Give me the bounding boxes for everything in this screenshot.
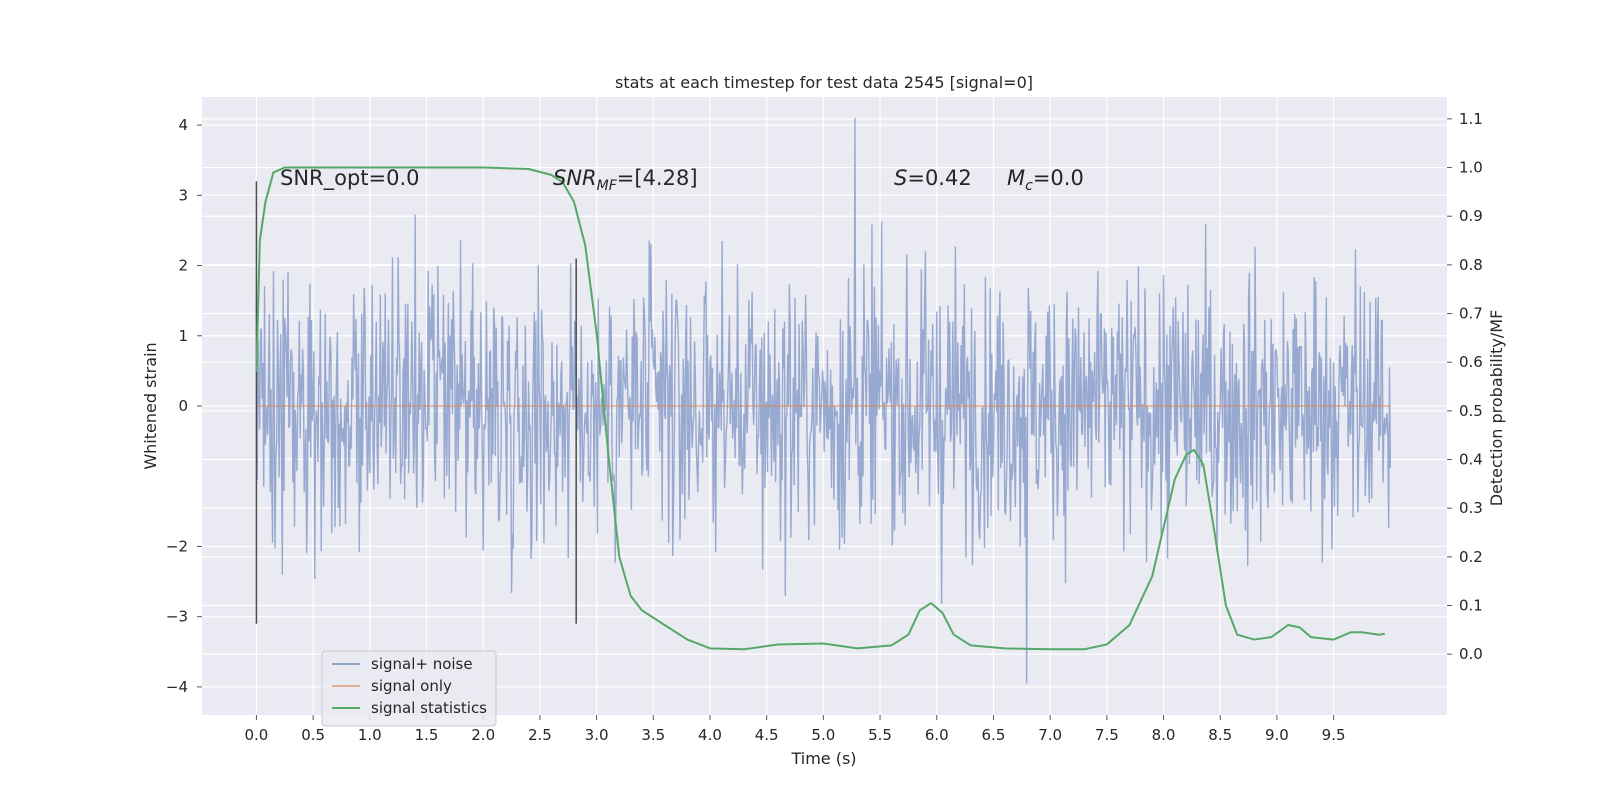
legend-box: [321, 650, 497, 727]
snr-mf-value: =[4.28]: [617, 166, 698, 190]
x-tick-label: 7.0: [1038, 726, 1062, 744]
x-tick-label: 6.5: [982, 726, 1006, 744]
chart-title: stats at each timestep for test data 254…: [615, 73, 1033, 92]
x-tick-label: 7.5: [1095, 726, 1119, 744]
mc-subscript: c: [1025, 178, 1033, 194]
y-tick-label: −3: [166, 608, 188, 626]
x-tick-label: 3.0: [585, 726, 609, 744]
y-right-tick-label: 1.0: [1459, 159, 1483, 177]
legend: signal+ noise signal only signal statist…: [321, 650, 497, 727]
x-tick-label: 5.0: [811, 726, 835, 744]
annotations: SNR_opt=0.0 SNRMF=[4.28] S=0.42 Mc=0.0: [280, 166, 1084, 194]
legend-label-signal-statistics: signal statistics: [371, 699, 487, 717]
x-tick-label: 6.0: [925, 726, 949, 744]
signal-statistics-line: [255, 166, 1385, 651]
mc-annotation: Mc=0.0: [1007, 166, 1084, 194]
signal-noise-line: [255, 118, 1392, 684]
s-stat-annotation: S=0.42: [894, 166, 972, 190]
vertical-markers: [255, 181, 577, 624]
x-tick-label: 0.5: [301, 726, 325, 744]
y-right-tick-label: 0.5: [1459, 402, 1483, 420]
y-right-tick-label: 0.4: [1459, 451, 1483, 469]
x-tick-label: 9.0: [1265, 726, 1289, 744]
s-stat-value: =0.42: [907, 166, 971, 190]
mc-value: =0.0: [1033, 166, 1084, 190]
x-tick-label: 5.5: [868, 726, 892, 744]
legend-label-signal-noise: signal+ noise: [371, 655, 473, 673]
snr-opt-annotation: SNR_opt=0.0: [280, 166, 420, 191]
y-right-tick-label: 0.8: [1459, 256, 1483, 274]
x-tick-label: 2.0: [471, 726, 495, 744]
y-tick-label: 2: [178, 257, 188, 275]
y-tick-label: −2: [166, 537, 188, 555]
x-tick-label: 3.5: [641, 726, 665, 744]
s-stat-base: S: [894, 166, 907, 190]
signal-noise-series: [255, 118, 1392, 684]
x-tick-label: 8.5: [1208, 726, 1232, 744]
signal-statistics-series: [255, 166, 1385, 651]
y-tick-label: 0: [178, 397, 188, 415]
x-tick-label: 8.0: [1152, 726, 1176, 744]
y-right-tick-label: 0.3: [1459, 499, 1483, 517]
snr-mf-annotation: SNRMF=[4.28]: [553, 166, 698, 194]
x-tick-label: 4.5: [755, 726, 779, 744]
x-tick-label: 4.0: [698, 726, 722, 744]
x-axis-label: Time (s): [790, 749, 856, 768]
y-right-tick-label: 0.6: [1459, 353, 1483, 371]
y-right-tick-labels: 1.1 1.0 0.9 0.8 0.7 0.6 0.5 0.4 0.3 0.2 0.1 0.0: [1447, 110, 1483, 663]
snr-mf-subscript: MF: [597, 178, 618, 194]
y-tick-label: 4: [178, 116, 188, 134]
x-tick-label: 0.0: [244, 726, 268, 744]
y-tick-label: 3: [178, 186, 188, 204]
y-right-axis-label: Detection probability/MF: [1487, 310, 1506, 507]
snr-mf-base: SNR: [553, 166, 597, 190]
y-right-tick-label: 1.1: [1459, 110, 1483, 128]
legend-label-signal-only: signal only: [371, 677, 452, 695]
y-tick-label: −4: [166, 678, 188, 696]
y-right-tick-label: 0.1: [1459, 597, 1483, 615]
x-tick-label: 9.5: [1322, 726, 1346, 744]
x-tick-label: 1.5: [415, 726, 439, 744]
x-tick-label: 1.0: [358, 726, 382, 744]
y-right-tick-label: 0.0: [1459, 645, 1483, 663]
mc-base: M: [1007, 166, 1025, 190]
y-tick-labels: 4 3 2 1 0 −2 −3 −4: [166, 116, 202, 696]
y-right-tick-label: 0.2: [1459, 548, 1483, 566]
x-tick-label: 2.5: [528, 726, 552, 744]
y-tick-label: 1: [178, 327, 188, 345]
y-right-tick-label: 0.7: [1459, 305, 1483, 323]
x-tick-labels: 0.0 0.5 1.0 1.5 2.0 2.5 3.0 3.5 4.0 4.5 5.0 5.5 6.0 6…: [244, 715, 1346, 744]
y-right-tick-label: 0.9: [1459, 207, 1483, 225]
y-axis-label: Whitened strain: [141, 342, 160, 469]
